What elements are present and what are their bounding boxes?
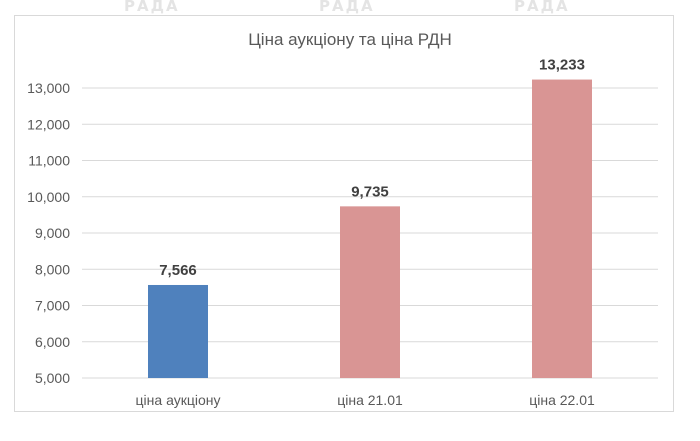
x-tick-label: ціна 22.01: [529, 392, 595, 408]
y-tick-label: 10,000: [27, 189, 70, 205]
chart-title: Ціна аукціону та ціна РДН: [248, 30, 452, 49]
y-tick-label: 5,000: [35, 370, 70, 386]
y-tick-label: 8,000: [35, 261, 70, 277]
data-label: 7,566: [159, 262, 197, 279]
y-tick-label: 6,000: [35, 334, 70, 350]
y-tick-label: 9,000: [35, 225, 70, 241]
bar: [340, 206, 400, 378]
watermark-text: РАДА: [124, 0, 180, 15]
bar: [532, 79, 592, 379]
y-tick-label: 12,000: [27, 116, 70, 132]
bar: [148, 284, 208, 378]
y-tick-label: 11,000: [28, 153, 70, 169]
y-tick-label: 13,000: [27, 80, 70, 96]
x-tick-label: ціна 21.01: [337, 392, 403, 408]
y-tick-label: 7,000: [35, 298, 70, 314]
x-tick-label: ціна аукціону: [136, 392, 221, 408]
data-label: 9,735: [351, 183, 389, 200]
watermark-row: РАДА РАДА РАДА: [0, 0, 700, 17]
data-label: 13,233: [539, 57, 585, 74]
watermark-text: РАДА: [514, 0, 570, 15]
watermark-text: РАДА: [319, 0, 375, 15]
